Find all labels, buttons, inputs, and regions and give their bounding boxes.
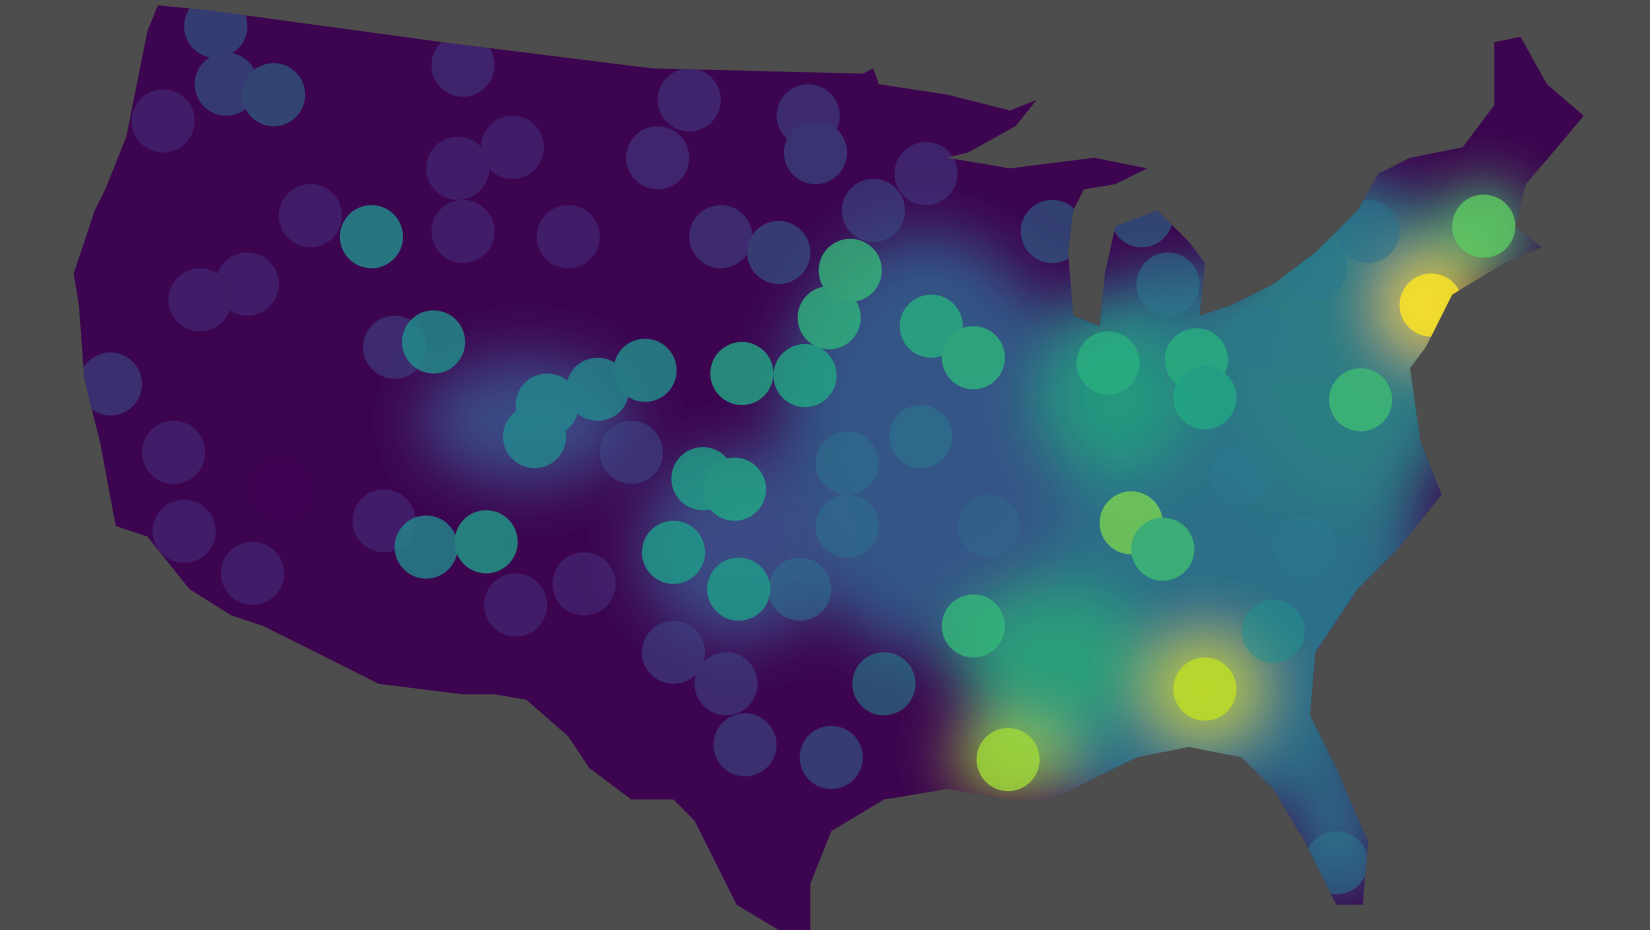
point-circles xyxy=(78,5,1400,895)
bright-circles xyxy=(339,194,1516,792)
